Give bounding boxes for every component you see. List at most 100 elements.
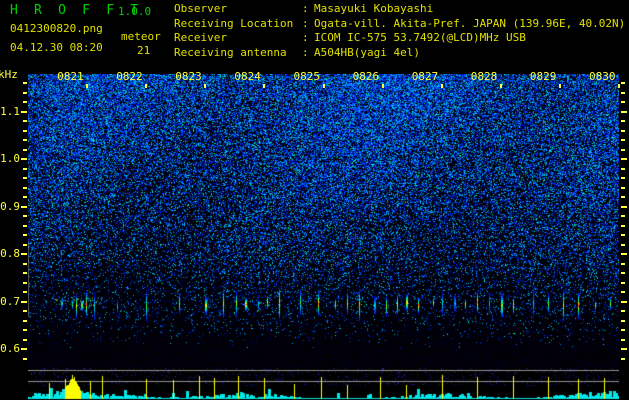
- y-axis-tick: [23, 120, 27, 123]
- time-axis-tick: [381, 84, 384, 88]
- y-axis-tick-right: [621, 196, 625, 199]
- time-axis-label: 0827: [411, 70, 439, 83]
- y-axis-label: 1.1: [0, 104, 20, 118]
- time-axis-tick: [86, 84, 89, 88]
- app-title: H R O F F T: [10, 3, 143, 18]
- y-axis-tick: [23, 243, 27, 246]
- app-version: 1.0.0: [118, 5, 152, 18]
- time-axis-label: 0824: [234, 70, 261, 83]
- metadata-row: Observer: Masayuki Kobayashi: [174, 2, 625, 17]
- metadata-row: Receiving antenna: A504HB(yagi 4el): [174, 46, 625, 61]
- y-axis-tick-right: [621, 148, 625, 151]
- y-axis-tick: [23, 272, 27, 275]
- time-axis-label: 0821: [57, 70, 84, 83]
- y-axis-tick-right: [621, 110, 627, 113]
- y-axis-tick-right: [621, 262, 625, 265]
- y-axis-tick: [23, 329, 27, 332]
- y-axis-tick: [23, 139, 27, 142]
- metadata-key: Receiving antenna: [174, 45, 287, 59]
- y-axis-tick: [21, 110, 27, 113]
- y-axis-tick: [23, 186, 27, 189]
- y-axis-tick: [21, 300, 27, 303]
- y-axis-tick: [23, 129, 27, 132]
- time-axis-tick: [204, 84, 207, 88]
- metadata-value: Ogata-vill. Akita-Pref. JAPAN (139.96E, …: [314, 16, 626, 30]
- plot-area: kHz 1.1 1.0 0.9 0.8 0.7 0.6 0821 0822 0823 0824 08…: [0, 68, 629, 400]
- y-axis-tick-right: [621, 91, 625, 94]
- spectrogram-canvas: [28, 74, 619, 368]
- metadata-key: Observer: [174, 2, 227, 15]
- y-axis-tick-right: [621, 348, 627, 351]
- time-axis-label: 0830: [589, 70, 616, 83]
- y-axis-tick: [21, 205, 27, 208]
- y-axis-tick: [23, 101, 27, 104]
- y-axis-label: 0.7: [0, 294, 20, 308]
- y-axis-label: 1.0: [0, 152, 20, 166]
- time-axis-tick: [322, 84, 325, 88]
- y-axis-tick-right: [621, 329, 625, 332]
- time-axis-label: 0826: [352, 70, 380, 83]
- y-axis-tick: [23, 167, 27, 170]
- y-axis-tick-right: [621, 158, 627, 161]
- y-axis-tick-right: [621, 310, 625, 313]
- time-axis-tick: [499, 84, 502, 88]
- time-axis-tick: [263, 84, 266, 88]
- y-axis-tick: [23, 91, 27, 94]
- y-axis-tick-right: [621, 205, 627, 208]
- y-axis-tick: [23, 262, 27, 265]
- y-axis-tick: [23, 338, 27, 341]
- metadata-separator: :: [302, 2, 309, 15]
- metadata-row: Receiver: ICOM IC-575 53.7492(@LCD)MHz US…: [174, 31, 625, 46]
- waveform-canvas: [28, 368, 619, 400]
- y-axis-tick: [23, 319, 27, 322]
- y-axis-label: 0.6: [0, 342, 20, 356]
- metadata-separator: :: [302, 45, 309, 59]
- y-axis-tick-right: [621, 186, 625, 189]
- y-axis-tick: [23, 82, 27, 85]
- y-axis-tick-right: [621, 129, 625, 132]
- metadata-block: Observer: Masayuki Kobayashi Receiving Loc…: [174, 2, 625, 60]
- y-axis-tick: [21, 348, 27, 351]
- y-axis-tick: [23, 196, 27, 199]
- y-axis-tick-right: [621, 253, 627, 256]
- y-axis-tick: [23, 310, 27, 313]
- time-axis-label: 0828: [470, 70, 498, 83]
- y-axis-tick-right: [621, 82, 625, 85]
- y-axis-tick: [23, 357, 27, 360]
- y-axis-tick: [21, 253, 27, 256]
- header-bar: H R O F F T 1.0.0 0412300820.png 04.12.3…: [0, 0, 629, 68]
- y-axis-tick-right: [621, 101, 625, 104]
- metadata-value: A504HB(yagi 4el): [314, 45, 420, 59]
- y-axis-tick-right: [621, 234, 625, 237]
- y-axis-tick-right: [621, 215, 625, 218]
- metadata-row: Receiving Location: Ogata-vill. Akita-Pre…: [174, 17, 625, 32]
- y-axis-tick-right: [621, 243, 625, 246]
- y-axis-tick: [23, 281, 27, 284]
- datetime-label: 04.12.30 08:20: [10, 41, 103, 54]
- y-axis-label: 0.9: [0, 199, 20, 213]
- y-axis-tick-right: [621, 139, 625, 142]
- y-axis-tick-right: [621, 281, 625, 284]
- time-axis-tick: [558, 84, 561, 88]
- time-axis-label: 0822: [116, 70, 143, 83]
- time-axis-label: 0825: [293, 70, 321, 83]
- metadata-value: Masayuki Kobayashi: [314, 2, 434, 15]
- y-axis-tick-right: [621, 338, 625, 341]
- y-axis-tick-right: [621, 177, 625, 180]
- y-axis-tick: [23, 215, 27, 218]
- y-axis-tick: [23, 224, 27, 227]
- time-axis-tick: [145, 84, 148, 88]
- metadata-separator: :: [302, 31, 309, 45]
- y-axis-tick-right: [621, 120, 625, 123]
- y-axis-tick-right: [621, 224, 625, 227]
- y-axis-tick: [23, 148, 27, 151]
- y-axis-unit-label: kHz: [0, 68, 18, 81]
- y-axis-tick: [21, 158, 27, 161]
- y-axis-tick-right: [621, 291, 625, 294]
- y-axis-tick: [23, 291, 27, 294]
- metadata-key: Receiver: [174, 31, 227, 45]
- y-axis-tick-right: [621, 272, 625, 275]
- y-axis-tick-right: [621, 300, 627, 303]
- meteor-count-value: 21: [137, 44, 151, 57]
